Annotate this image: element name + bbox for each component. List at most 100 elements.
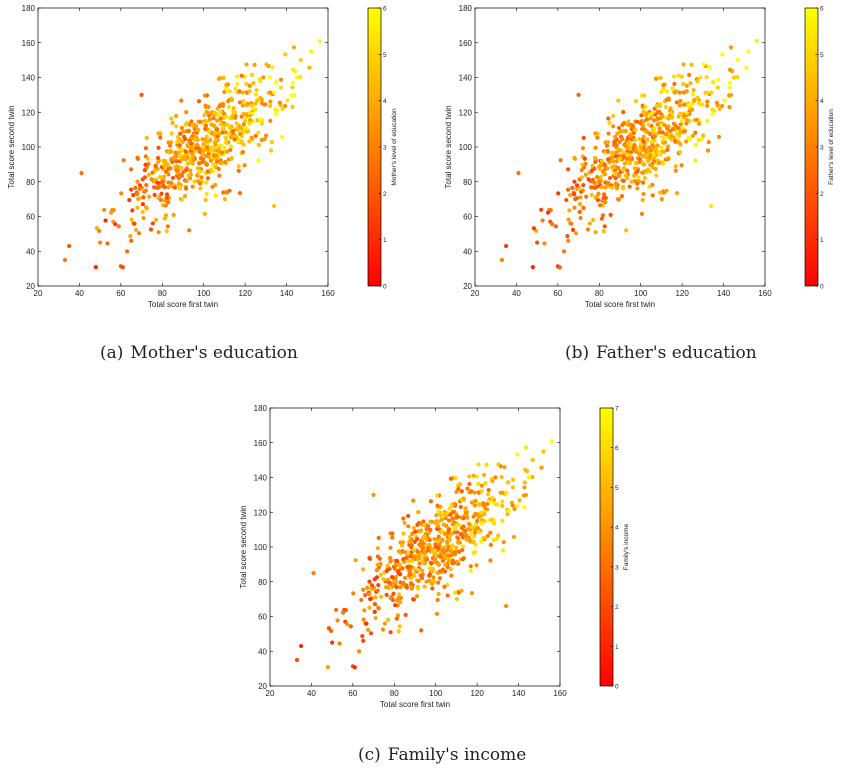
data-point bbox=[595, 131, 600, 136]
data-point bbox=[655, 109, 660, 115]
data-point bbox=[404, 555, 409, 561]
data-point bbox=[455, 514, 460, 519]
data-point bbox=[521, 493, 527, 498]
data-point bbox=[164, 192, 170, 197]
data-point bbox=[596, 191, 601, 196]
data-point bbox=[706, 140, 711, 145]
colorbar-label: Father's level of education bbox=[828, 109, 835, 185]
data-point bbox=[619, 194, 625, 199]
data-point bbox=[190, 122, 195, 127]
data-point bbox=[247, 117, 253, 123]
data-point bbox=[400, 566, 405, 571]
data-point bbox=[190, 156, 195, 161]
data-point bbox=[240, 103, 245, 108]
data-point bbox=[665, 144, 671, 149]
data-point bbox=[626, 141, 631, 146]
data-point bbox=[317, 38, 322, 44]
data-point bbox=[566, 238, 571, 243]
data-point bbox=[204, 139, 209, 144]
data-point bbox=[144, 135, 149, 140]
data-point bbox=[720, 103, 725, 109]
y-tick-label: 180 bbox=[459, 4, 473, 13]
data-point bbox=[677, 103, 682, 108]
y-tick-label: 160 bbox=[22, 39, 36, 48]
data-point bbox=[146, 172, 152, 177]
data-point bbox=[572, 205, 577, 210]
data-point bbox=[432, 557, 438, 562]
data-point bbox=[483, 481, 488, 486]
data-point bbox=[428, 499, 434, 504]
data-point bbox=[270, 65, 275, 70]
data-point bbox=[367, 556, 373, 561]
data-point bbox=[705, 118, 710, 123]
data-point bbox=[632, 142, 637, 148]
data-point bbox=[179, 197, 184, 202]
data-point bbox=[177, 143, 182, 148]
data-point bbox=[695, 79, 700, 84]
data-point bbox=[735, 58, 740, 63]
y-tick-label: 80 bbox=[26, 178, 35, 187]
data-point bbox=[598, 163, 603, 168]
data-point bbox=[611, 113, 616, 119]
data-point bbox=[151, 185, 157, 190]
data-point bbox=[393, 603, 398, 608]
data-point bbox=[267, 74, 272, 80]
data-point bbox=[481, 535, 486, 541]
scatter-points bbox=[499, 38, 759, 270]
data-point bbox=[93, 265, 98, 270]
data-point bbox=[650, 193, 655, 198]
data-point bbox=[348, 624, 353, 629]
data-point bbox=[400, 540, 406, 545]
data-point bbox=[612, 139, 617, 144]
data-point bbox=[250, 72, 255, 77]
data-point bbox=[221, 190, 226, 195]
data-point bbox=[268, 99, 273, 104]
data-point bbox=[278, 77, 284, 82]
data-point bbox=[731, 75, 737, 80]
data-point bbox=[671, 74, 677, 79]
data-point bbox=[363, 592, 368, 598]
data-point bbox=[176, 176, 181, 181]
data-point bbox=[179, 98, 184, 103]
data-point bbox=[467, 539, 473, 544]
data-point bbox=[581, 182, 586, 188]
data-point bbox=[178, 185, 183, 190]
data-point bbox=[195, 142, 200, 148]
data-point bbox=[585, 227, 591, 232]
data-point bbox=[522, 480, 527, 485]
data-point bbox=[473, 512, 478, 517]
data-point bbox=[666, 96, 671, 101]
data-point bbox=[445, 510, 450, 516]
data-point bbox=[204, 191, 209, 197]
data-point bbox=[470, 531, 475, 537]
data-point bbox=[211, 116, 216, 121]
data-point bbox=[701, 62, 706, 67]
data-point bbox=[188, 145, 193, 151]
data-point bbox=[294, 75, 300, 80]
data-point bbox=[150, 221, 155, 226]
data-point bbox=[198, 169, 203, 174]
data-point bbox=[444, 539, 450, 544]
data-point bbox=[208, 167, 214, 172]
data-point bbox=[189, 119, 194, 124]
data-point bbox=[368, 631, 374, 636]
data-point bbox=[580, 162, 585, 167]
data-point bbox=[486, 487, 491, 493]
data-point bbox=[727, 85, 732, 90]
data-point bbox=[382, 621, 387, 626]
data-point bbox=[735, 74, 740, 80]
x-tick-label: 40 bbox=[512, 289, 521, 298]
scatter-points bbox=[62, 38, 322, 270]
x-tick-label: 100 bbox=[634, 289, 648, 298]
data-point bbox=[664, 188, 669, 193]
data-point bbox=[437, 576, 443, 581]
data-point bbox=[411, 525, 417, 531]
data-point bbox=[590, 217, 596, 223]
data-point bbox=[579, 168, 584, 173]
data-point bbox=[456, 549, 462, 554]
data-point bbox=[458, 532, 464, 537]
data-point bbox=[198, 186, 203, 191]
data-point bbox=[172, 155, 177, 161]
data-point bbox=[142, 175, 148, 180]
data-point bbox=[717, 106, 722, 112]
